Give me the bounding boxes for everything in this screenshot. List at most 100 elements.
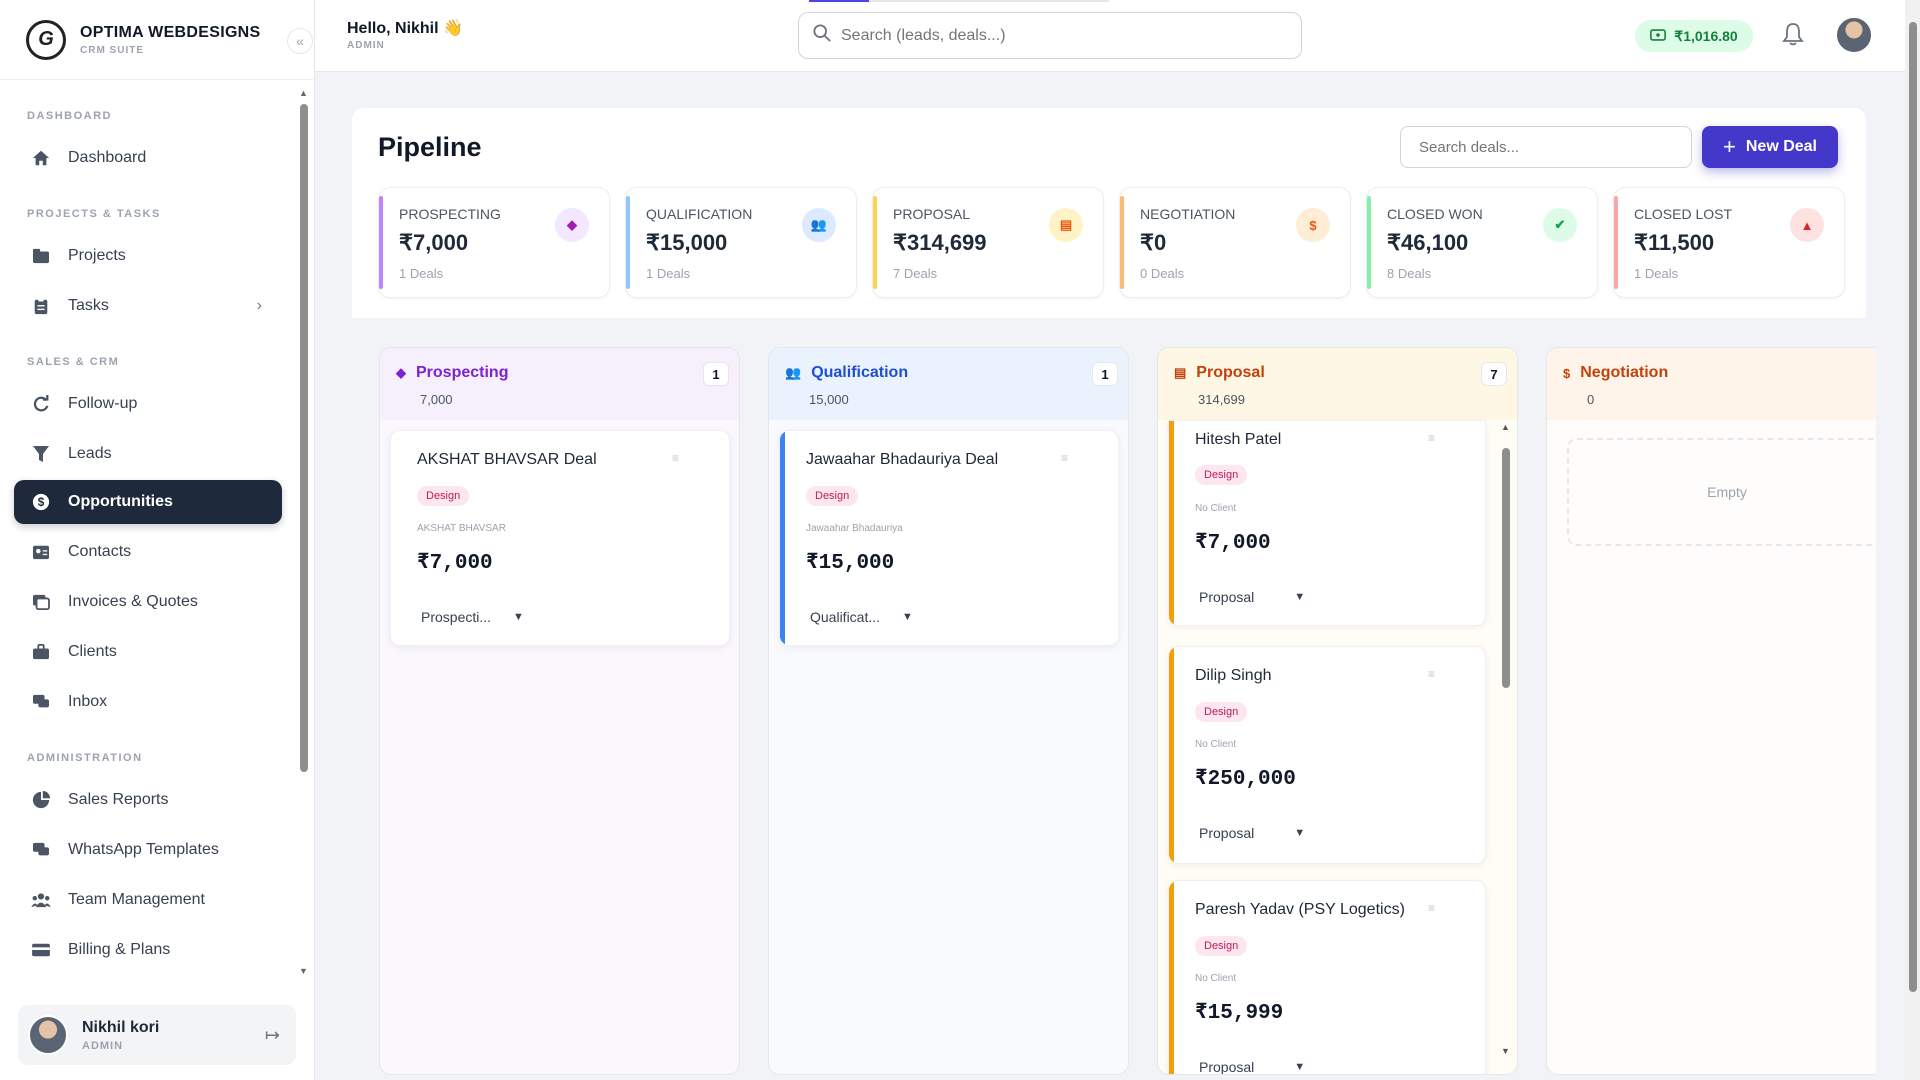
sidebar-item-follow-up[interactable]: Follow-up <box>14 382 282 426</box>
notification-bell-icon[interactable] <box>1782 22 1804 51</box>
column-proposal: ▤ Proposal 314,699 7 Hitesh Patel ≡ Desig… <box>1157 347 1518 1075</box>
stage-select[interactable]: Proposal ▼ <box>1199 825 1305 841</box>
sidebar-scrollbar[interactable]: ▲ ▼ <box>298 88 310 978</box>
drag-handle-icon[interactable]: ≡ <box>1427 667 1435 681</box>
drag-handle-icon[interactable]: ≡ <box>671 451 679 465</box>
scrollbar-thumb[interactable] <box>300 104 308 772</box>
sidebar-item-opportunities[interactable]: $ Opportunities <box>14 480 282 524</box>
deal-amount: ₹7,000 <box>417 552 493 575</box>
collapse-sidebar-button[interactable]: « <box>287 28 313 54</box>
sidebar-item-invoices[interactable]: Invoices & Quotes <box>14 580 282 624</box>
deal-name: Paresh Yadav (PSY Logetics) <box>1195 901 1405 918</box>
deal-amount: ₹15,999 <box>1195 1002 1284 1025</box>
greeting: Hello, Nikhil 👋 <box>347 20 463 37</box>
user-profile-card[interactable]: Nikhil kori ADMIN ↦ <box>18 1005 296 1065</box>
sidebar-item-billing[interactable]: Billing & Plans <box>14 928 282 972</box>
stat-card-closed-lost[interactable]: CLOSED LOST ₹11,500 1 Deals ▲ <box>1613 187 1845 298</box>
drag-handle-icon[interactable]: ≡ <box>1427 431 1435 445</box>
deal-name: Hitesh Patel <box>1195 431 1282 448</box>
scroll-up-arrow-icon[interactable]: ▲ <box>1501 422 1510 432</box>
deal-client: No Client <box>1195 503 1237 514</box>
users-icon: 👥 <box>802 208 836 242</box>
briefcase-icon <box>30 642 52 662</box>
sidebar-item-label: Billing & Plans <box>68 941 171 958</box>
scroll-up-arrow-icon[interactable]: ▲ <box>299 88 308 98</box>
sidebar-item-label: Clients <box>68 643 117 660</box>
chevron-down-icon: ▼ <box>1294 1061 1306 1073</box>
stat-count: 8 Deals <box>1387 266 1432 281</box>
stat-card-prospecting[interactable]: PROSPECTING ₹7,000 1 Deals ◆ <box>378 187 610 298</box>
sidebar-item-inbox[interactable]: Inbox <box>14 680 282 724</box>
stat-label: CLOSED WON <box>1387 206 1483 222</box>
deal-card[interactable]: AKSHAT BHAVSAR Deal ≡ Design AKSHAT BHAV… <box>390 430 730 646</box>
folder-icon <box>30 246 52 266</box>
wallet-icon <box>1650 28 1667 44</box>
deal-amount: ₹15,000 <box>806 552 895 575</box>
stat-card-qualification[interactable]: QUALIFICATION ₹15,000 1 Deals 👥 <box>625 187 857 298</box>
column-sum: 0 <box>1587 392 1595 407</box>
stage-select[interactable]: Qualificat... ▼ <box>810 609 913 625</box>
column-negotiation: $ Negotiation 0 Empty <box>1546 347 1876 1075</box>
sidebar-item-tasks[interactable]: Tasks › <box>14 284 282 328</box>
deal-search-input[interactable] <box>1419 138 1669 156</box>
sidebar-item-clients[interactable]: Clients <box>14 630 282 674</box>
chevron-down-icon: ▼ <box>513 611 524 623</box>
deal-card[interactable]: Paresh Yadav (PSY Logetics) ≡ Design No … <box>1168 880 1486 1075</box>
stat-count: 1 Deals <box>399 266 444 281</box>
header-avatar[interactable] <box>1835 16 1873 54</box>
global-search[interactable] <box>798 12 1302 59</box>
stat-card-closed-won[interactable]: CLOSED WON ₹46,100 8 Deals ✔ <box>1366 187 1598 298</box>
deal-card[interactable]: Jawaahar Bhadauriya Deal ≡ Design Jawaah… <box>779 430 1119 646</box>
sidebar-item-team-management[interactable]: Team Management <box>14 878 282 922</box>
scrollbar-thumb[interactable] <box>1909 22 1917 992</box>
sidebar-item-whatsapp-templates[interactable]: WhatsApp Templates <box>14 828 282 872</box>
credit-card-icon <box>30 940 52 960</box>
sidebar-item-leads[interactable]: Leads <box>14 432 282 476</box>
stat-card-proposal[interactable]: PROPOSAL ₹314,699 7 Deals ▤ <box>872 187 1104 298</box>
chevron-down-icon: ▼ <box>1294 827 1306 839</box>
stage-value: Proposal <box>1199 1059 1255 1075</box>
wallet-balance-badge[interactable]: ₹1,016.80 <box>1635 20 1753 52</box>
user-name: Nikhil kori <box>82 1018 160 1036</box>
drag-handle-icon[interactable]: ≡ <box>1427 901 1435 915</box>
scroll-down-arrow-icon[interactable]: ▼ <box>1501 1046 1510 1056</box>
column-sum: 15,000 <box>809 392 849 407</box>
page-scrollbar[interactable] <box>1905 0 1920 1080</box>
pie-chart-icon <box>30 790 52 810</box>
sidebar-item-contacts[interactable]: Contacts <box>14 530 282 574</box>
deal-amount: ₹250,000 <box>1195 768 1296 791</box>
sidebar-item-dashboard[interactable]: Dashboard <box>14 136 282 180</box>
top-progress-line <box>809 0 1109 2</box>
sidebar-item-sales-reports[interactable]: Sales Reports <box>14 778 282 822</box>
scrollbar-thumb[interactable] <box>1502 448 1510 688</box>
deal-search[interactable] <box>1400 126 1692 168</box>
scroll-down-arrow-icon[interactable]: ▼ <box>299 966 308 976</box>
new-deal-label: New Deal <box>1745 138 1817 155</box>
column-prospecting: ◆ Prospecting 7,000 1 AKSHAT BHAVSAR Deal… <box>379 347 740 1075</box>
stat-label: CLOSED LOST <box>1634 206 1733 222</box>
new-deal-button[interactable]: + New Deal <box>1702 126 1838 168</box>
column-scrollbar[interactable]: ▲ ▼ <box>1499 420 1511 1060</box>
chevron-down-icon: ▼ <box>1294 591 1306 603</box>
deal-card[interactable]: Dilip Singh ≡ Design No Client ₹250,000 … <box>1168 646 1486 864</box>
deal-card[interactable]: Hitesh Patel ≡ Design No Client ₹7,000 P… <box>1168 420 1486 626</box>
column-title: Proposal <box>1196 364 1265 381</box>
stat-value: ₹7,000 <box>399 230 469 255</box>
tag-icon: ◆ <box>555 208 589 242</box>
drag-handle-icon[interactable]: ≡ <box>1060 451 1068 465</box>
stage-select[interactable]: Proposal ▼ <box>1199 589 1305 605</box>
sidebar-item-projects[interactable]: Projects <box>14 234 282 278</box>
sidebar-item-label: Leads <box>68 445 112 462</box>
document-icon: ▤ <box>1174 365 1187 380</box>
search-input[interactable] <box>841 26 1281 45</box>
user-role: ADMIN <box>82 1039 124 1052</box>
logout-icon[interactable]: ↦ <box>264 1024 280 1045</box>
stage-select[interactable]: Prospecti... ▼ <box>421 609 524 625</box>
stat-card-negotiation[interactable]: NEGOTIATION ₹0 0 Deals $ <box>1119 187 1351 298</box>
deal-tag: Design <box>1195 702 1248 722</box>
stat-count: 0 Deals <box>1140 266 1185 281</box>
sidebar-item-label: Invoices & Quotes <box>68 593 198 610</box>
stage-select[interactable]: Proposal ▼ <box>1199 1059 1306 1075</box>
deal-client: AKSHAT BHAVSAR <box>417 523 506 534</box>
deal-tag: Design <box>1195 465 1248 485</box>
